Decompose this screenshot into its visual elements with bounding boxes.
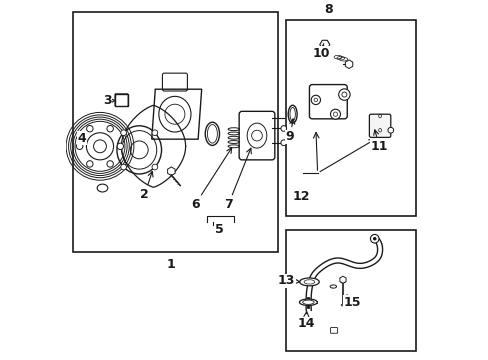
Circle shape	[338, 89, 349, 100]
Circle shape	[372, 237, 376, 240]
Ellipse shape	[323, 57, 326, 59]
Text: 13: 13	[277, 274, 299, 287]
Circle shape	[152, 164, 158, 170]
Ellipse shape	[299, 299, 317, 305]
Text: 8: 8	[324, 3, 332, 16]
Circle shape	[310, 95, 320, 104]
Text: 1: 1	[166, 257, 175, 271]
Bar	[285, 230, 415, 351]
Ellipse shape	[329, 285, 336, 288]
Circle shape	[76, 143, 82, 149]
Circle shape	[152, 130, 158, 136]
Ellipse shape	[340, 281, 345, 283]
Text: 12: 12	[291, 190, 309, 203]
Bar	[285, 20, 415, 216]
Text: 14: 14	[297, 312, 314, 330]
Circle shape	[121, 164, 126, 170]
Ellipse shape	[302, 300, 313, 304]
Circle shape	[121, 130, 126, 136]
Text: 3: 3	[102, 94, 115, 108]
Ellipse shape	[341, 304, 344, 306]
Circle shape	[280, 140, 286, 145]
Circle shape	[107, 161, 113, 167]
Circle shape	[107, 126, 113, 132]
Circle shape	[387, 127, 393, 133]
Text: 7: 7	[224, 148, 251, 211]
Circle shape	[86, 161, 93, 167]
Text: 10: 10	[312, 44, 329, 60]
Circle shape	[117, 143, 123, 149]
FancyBboxPatch shape	[330, 328, 337, 333]
Text: 9: 9	[285, 119, 294, 143]
Ellipse shape	[299, 278, 319, 286]
Text: 2: 2	[140, 171, 153, 201]
Circle shape	[370, 234, 378, 243]
Text: 6: 6	[190, 148, 231, 211]
Text: 5: 5	[215, 223, 224, 236]
Circle shape	[280, 126, 286, 131]
Circle shape	[330, 109, 340, 119]
Ellipse shape	[320, 57, 328, 60]
Text: 15: 15	[343, 295, 360, 309]
Bar	[115, 94, 127, 106]
Bar	[73, 13, 278, 252]
Text: 4: 4	[77, 132, 86, 145]
Circle shape	[86, 126, 93, 132]
Text: 11: 11	[370, 130, 387, 153]
FancyBboxPatch shape	[368, 114, 390, 138]
